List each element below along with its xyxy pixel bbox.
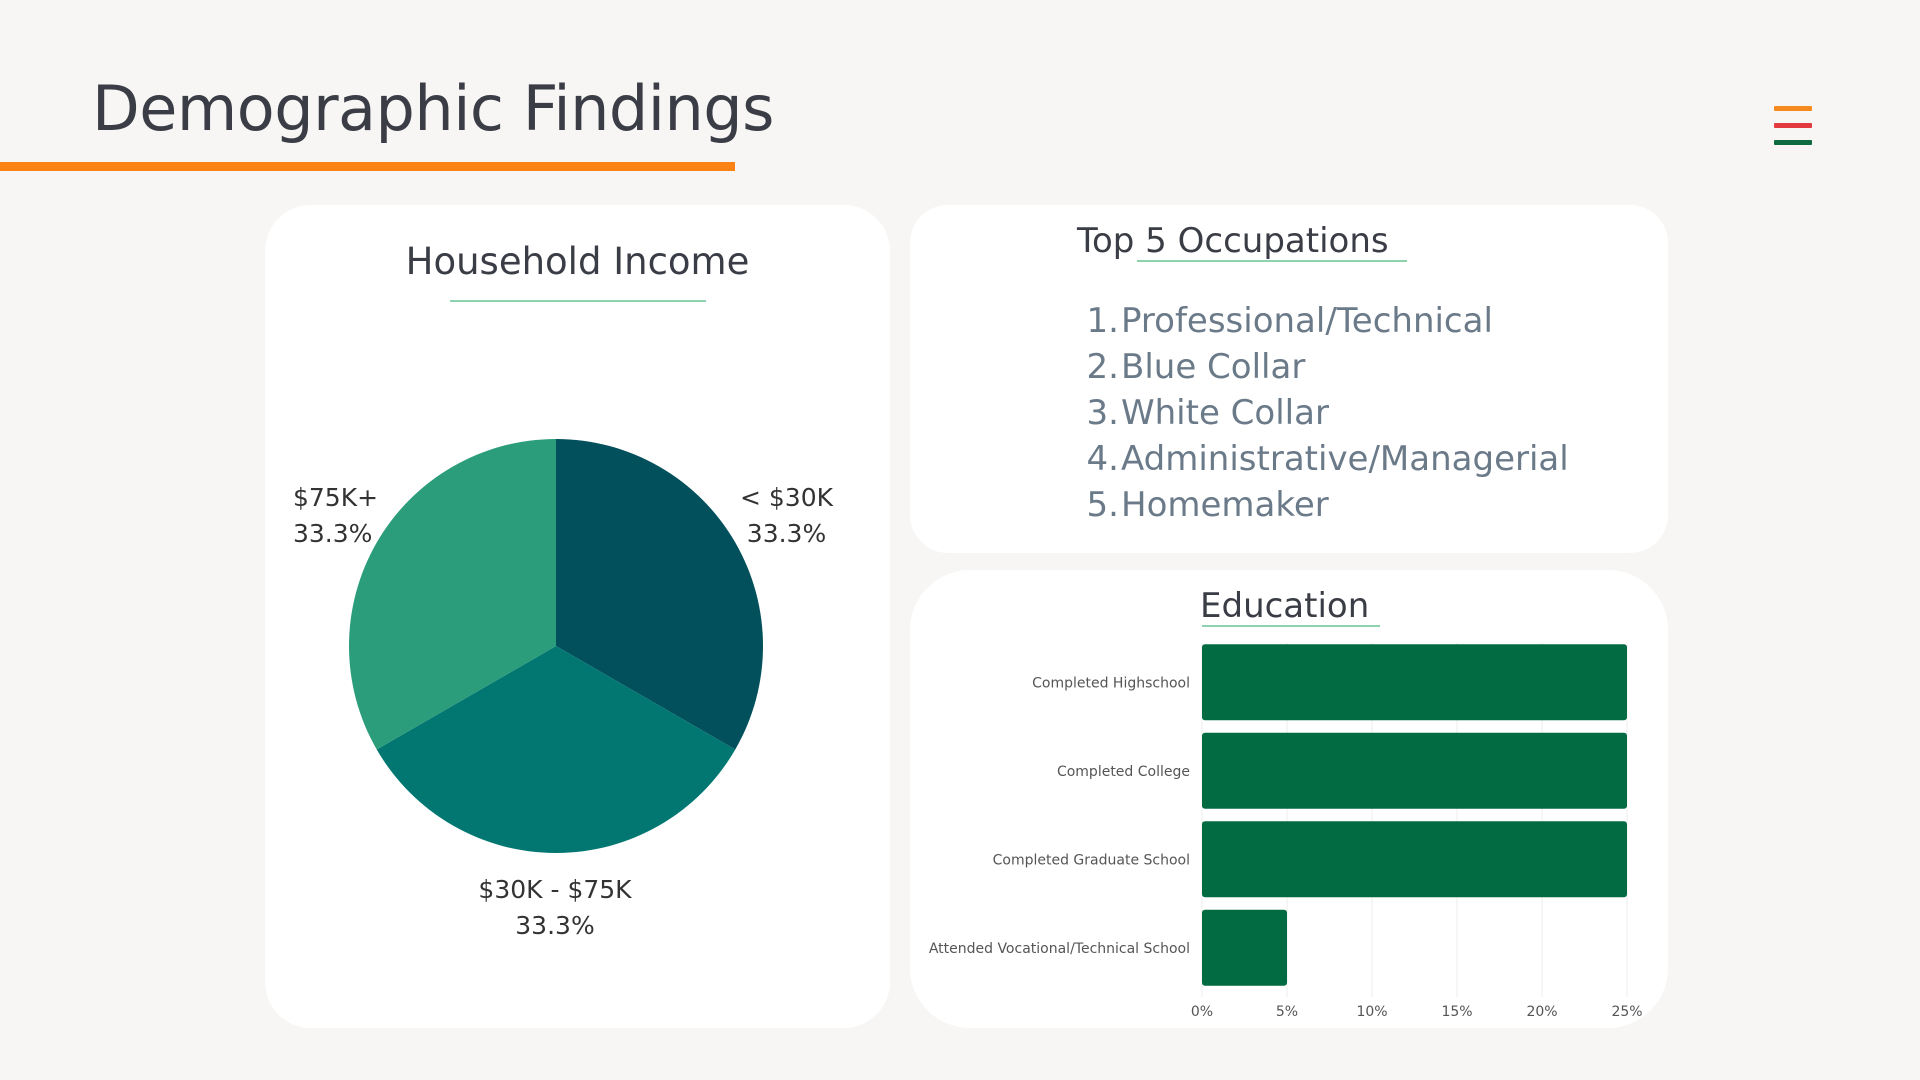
education-bar: [1202, 644, 1627, 721]
pie-label-under-30k-name: < $30K: [740, 483, 834, 512]
menu-bar-top: [1774, 106, 1812, 111]
hamburger-menu-icon[interactable]: [1774, 106, 1812, 146]
education-category-label: Completed College: [1057, 764, 1190, 780]
education-bar-chart: Completed Highschool Completed College Com…: [929, 643, 1643, 1020]
occupations-list: 1. Professional/Technical 2. Blue Collar 3. W…: [1085, 298, 1569, 528]
pie-label-75k-plus-value: 33.3%: [293, 519, 373, 548]
pie-label-30k-75k-value: 33.3%: [515, 911, 595, 940]
household-income-pie-chart: [349, 439, 763, 853]
occupation-number: 5.: [1086, 485, 1119, 525]
occupations-underline: [1137, 260, 1407, 262]
pie-label-30k-75k: $30K - $75K 33.3%: [455, 872, 655, 944]
pie-slice-75k-plus: [349, 439, 556, 750]
education-category-label: Completed Graduate School: [993, 852, 1190, 868]
education-category-label: Completed Highschool: [1032, 675, 1190, 691]
occupation-item: 4. Administrative/Managerial: [1085, 436, 1569, 482]
title-underline: [0, 162, 735, 171]
occupation-number: 1.: [1086, 301, 1119, 341]
menu-bar-bottom: [1774, 140, 1812, 145]
occupation-number: 3.: [1086, 393, 1119, 433]
x-tick-label: 15%: [1441, 1004, 1472, 1020]
education-bar: [1202, 821, 1627, 898]
occupation-number: 2.: [1086, 347, 1119, 387]
occupation-label: Professional/Technical: [1121, 301, 1493, 341]
occupation-label: Homemaker: [1121, 485, 1329, 525]
menu-bar-middle: [1774, 123, 1812, 128]
x-tick-label: 10%: [1356, 1004, 1387, 1020]
occupation-label: Administrative/Managerial: [1121, 439, 1569, 479]
pie-label-75k-plus-name: $75K+: [293, 483, 379, 512]
x-tick-label: 20%: [1526, 1004, 1557, 1020]
household-income-heading: Household Income: [265, 240, 890, 302]
occupation-number: 4.: [1086, 439, 1119, 479]
education-heading: Education: [1200, 586, 1380, 627]
occupations-card: [910, 205, 1668, 553]
x-tick-label: 5%: [1276, 1004, 1298, 1020]
education-underline: [1202, 625, 1380, 627]
household-income-title: Household Income: [405, 240, 750, 283]
pie-label-under-30k-value: 33.3%: [746, 519, 827, 548]
education-bar: [1202, 732, 1627, 809]
occupation-item: 3. White Collar: [1085, 390, 1569, 436]
occupation-label: Blue Collar: [1121, 347, 1306, 387]
occupation-item: 2. Blue Collar: [1085, 344, 1569, 390]
pie-label-75k-plus: $75K+ 33.3%: [293, 480, 378, 552]
x-tick-label: 0%: [1191, 1004, 1213, 1020]
pie-slice-under-30k: [556, 439, 763, 750]
pie-label-under-30k: < $30K 33.3%: [740, 480, 833, 552]
household-income-underline: [450, 300, 706, 302]
pie-label-30k-75k-name: $30K - $75K: [478, 875, 632, 904]
occupation-item: 5. Homemaker: [1085, 482, 1569, 528]
occupation-item: 1. Professional/Technical: [1085, 298, 1569, 344]
occupations-title: Top 5 Occupations: [1077, 221, 1389, 261]
education-bar: [1202, 909, 1287, 986]
x-tick-label: 25%: [1611, 1004, 1642, 1020]
education-title: Education: [1200, 586, 1370, 626]
education-category-label: Attended Vocational/Technical School: [929, 941, 1190, 957]
occupations-heading: Top 5 Occupations: [1077, 221, 1477, 262]
page-title: Demographic Findings: [92, 72, 774, 145]
occupation-label: White Collar: [1121, 393, 1329, 433]
